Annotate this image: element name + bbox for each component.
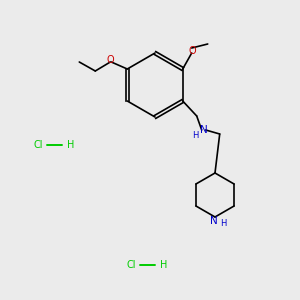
Text: Cl: Cl [33,140,43,150]
Text: O: O [188,46,196,56]
Text: N: N [200,125,208,135]
Text: H: H [220,220,226,229]
Text: O: O [106,55,114,64]
Text: H: H [160,260,168,270]
Text: H: H [67,140,75,150]
Text: N: N [210,216,218,226]
Text: Cl: Cl [126,260,136,270]
Text: H: H [193,131,199,140]
